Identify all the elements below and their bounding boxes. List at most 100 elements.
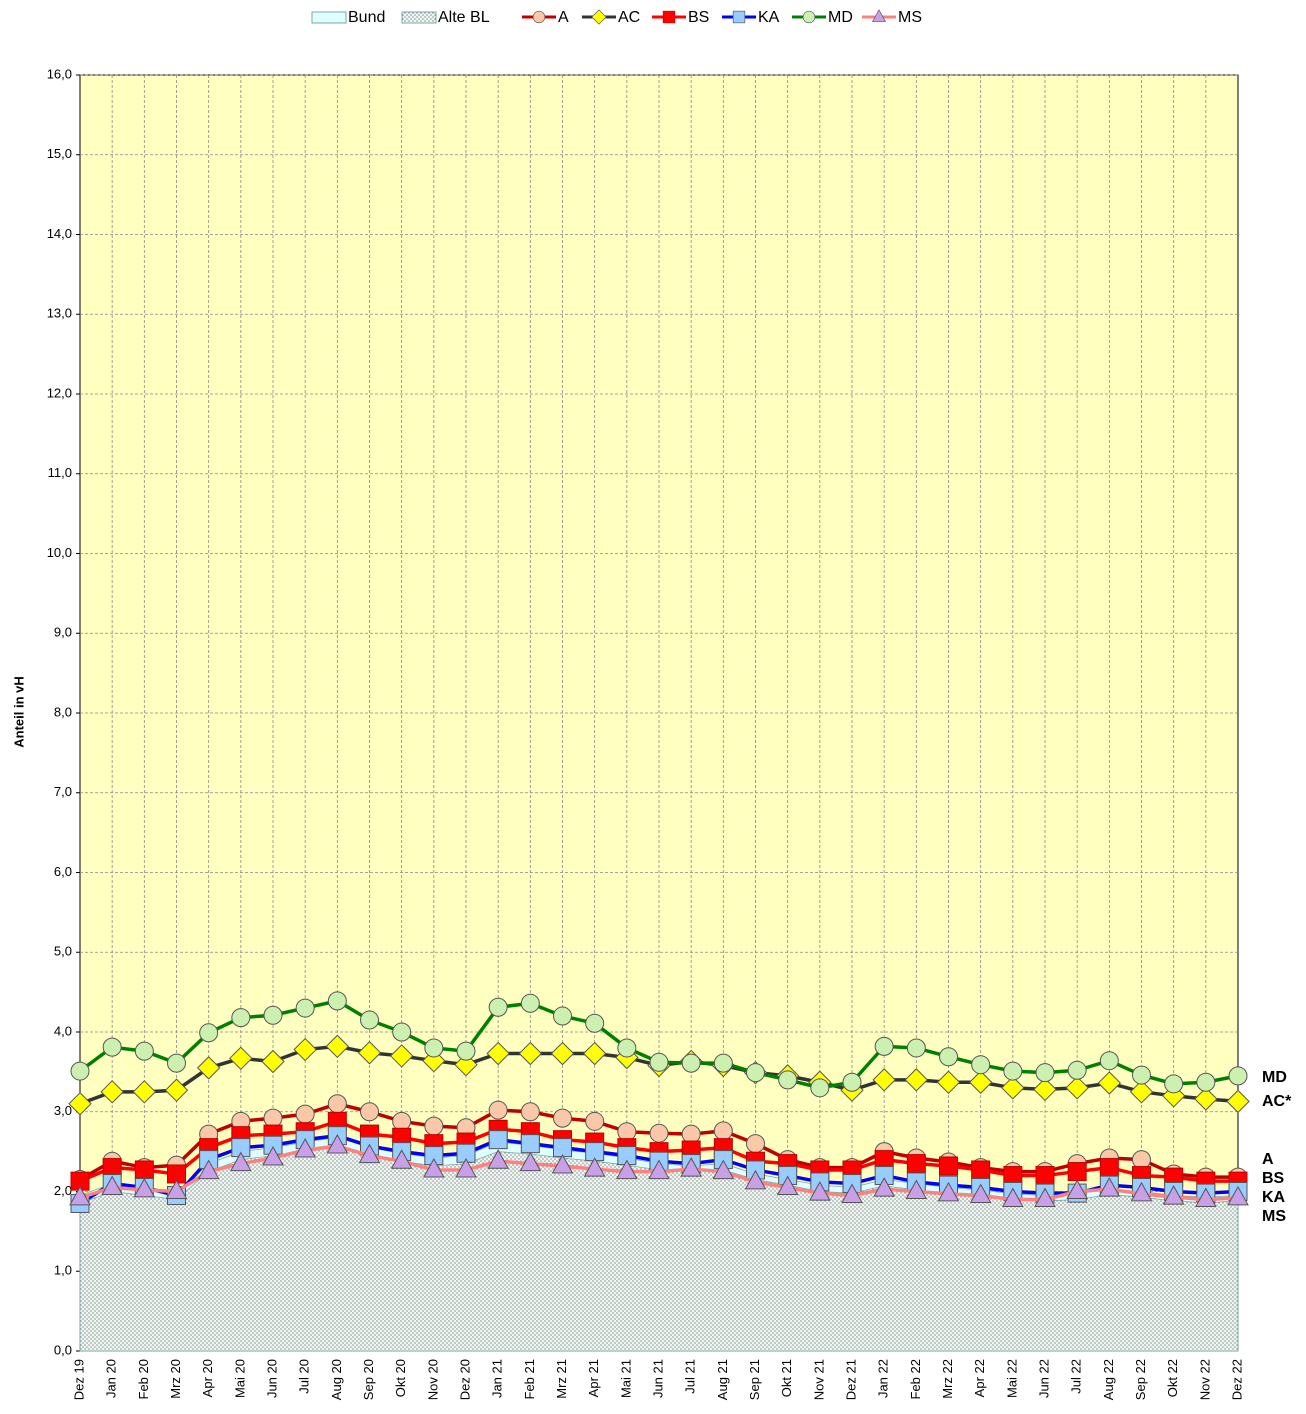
series — [70, 991, 1248, 1098]
y-tick-label: 6,0 — [54, 864, 72, 879]
marker — [327, 1094, 347, 1114]
legend-label: BS — [688, 9, 709, 26]
legend-item: AC — [582, 9, 640, 26]
marker — [1130, 1181, 1153, 1202]
marker — [680, 1157, 703, 1177]
legend-label: MD — [828, 9, 853, 26]
marker — [939, 1156, 958, 1176]
x-tick-label: Mrz 21 — [554, 1359, 569, 1399]
marker — [1003, 1061, 1023, 1081]
marker — [488, 1130, 508, 1150]
y-tick-label: 2,0 — [54, 1183, 72, 1198]
legend-item: MD — [792, 9, 853, 26]
marker — [262, 1145, 284, 1166]
end-label: AC* — [1262, 1093, 1292, 1110]
marker — [132, 1080, 157, 1104]
marker — [810, 1078, 830, 1098]
x-tick-label: Sep 20 — [361, 1359, 376, 1400]
marker — [1034, 1187, 1056, 1207]
marker — [392, 1111, 412, 1131]
marker — [874, 1036, 894, 1056]
y-tick-label: 11,0 — [48, 465, 72, 480]
marker — [293, 1037, 317, 1062]
marker — [102, 1158, 122, 1178]
marker — [520, 993, 540, 1013]
x-tick-label: Okt 22 — [1165, 1359, 1180, 1397]
marker — [1065, 1076, 1089, 1100]
marker — [358, 1143, 381, 1164]
marker — [424, 1116, 444, 1136]
x-tick-label: Mrz 22 — [940, 1359, 955, 1399]
marker — [1129, 1080, 1154, 1104]
marker — [520, 1102, 540, 1122]
marker — [1227, 1185, 1249, 1206]
marker — [1132, 1065, 1151, 1085]
y-tick-label: 14,0 — [47, 226, 72, 241]
y-tick-label: 16,0 — [47, 66, 72, 81]
series — [69, 1134, 1249, 1207]
marker — [1099, 1158, 1119, 1178]
marker — [1001, 1187, 1024, 1207]
marker — [294, 1138, 317, 1158]
x-tick-label: Okt 21 — [779, 1359, 794, 1397]
y-tick-label: 5,0 — [54, 944, 72, 959]
marker — [872, 1068, 896, 1092]
marker — [263, 1108, 283, 1128]
marker — [1162, 1185, 1185, 1205]
marker — [518, 1041, 543, 1066]
marker — [553, 1138, 572, 1158]
marker — [357, 1041, 382, 1065]
marker — [591, 9, 607, 25]
marker — [649, 1123, 669, 1143]
marker — [615, 1159, 638, 1180]
marker — [231, 1008, 251, 1028]
marker — [68, 1092, 92, 1116]
marker — [1194, 1087, 1218, 1111]
marker — [488, 1100, 508, 1120]
marker — [905, 1179, 928, 1199]
marker — [712, 1159, 735, 1180]
end-label: MD — [1262, 1069, 1287, 1086]
marker — [532, 10, 546, 24]
y-tick-label: 3,0 — [54, 1103, 72, 1118]
marker — [617, 1038, 637, 1058]
marker — [1132, 1150, 1151, 1170]
x-tick-label: Jul 20 — [297, 1359, 312, 1394]
marker — [1194, 1187, 1217, 1207]
x-tick-label: Jan 20 — [104, 1359, 119, 1398]
marker — [454, 1052, 478, 1077]
marker — [392, 1022, 412, 1042]
marker — [553, 1108, 572, 1128]
legend-item: BS — [652, 9, 709, 26]
x-tick-label: Apr 22 — [972, 1359, 987, 1397]
x-tick-label: Sep 22 — [1133, 1359, 1148, 1400]
marker — [732, 10, 746, 24]
legend-label: Alte BL — [438, 9, 490, 26]
marker — [1035, 1166, 1055, 1186]
marker — [553, 1006, 572, 1026]
legend-label: AC — [618, 9, 640, 26]
marker — [102, 1037, 122, 1057]
legend-item: KA — [722, 9, 780, 26]
marker — [1164, 1074, 1184, 1094]
marker — [1099, 1051, 1119, 1071]
legend-label: KA — [758, 9, 780, 26]
y-tick-label: 9,0 — [54, 625, 72, 640]
x-tick-label: Mai 21 — [618, 1359, 633, 1398]
marker — [229, 1151, 252, 1172]
marker — [842, 1072, 862, 1092]
legend-item: Alte BL — [401, 9, 490, 26]
marker — [648, 1159, 670, 1180]
marker — [70, 1061, 90, 1081]
x-tick-label: Dez 20 — [457, 1359, 472, 1400]
x-tick-label: Okt 20 — [393, 1359, 408, 1397]
x-tick-label: Nov 21 — [811, 1359, 826, 1400]
marker — [746, 1063, 765, 1083]
x-tick-label: Jul 21 — [683, 1359, 698, 1394]
y-tick-label: 1,0 — [54, 1263, 72, 1278]
marker — [134, 1160, 154, 1180]
marker — [802, 10, 816, 24]
marker — [424, 1038, 444, 1058]
marker — [871, 9, 887, 22]
